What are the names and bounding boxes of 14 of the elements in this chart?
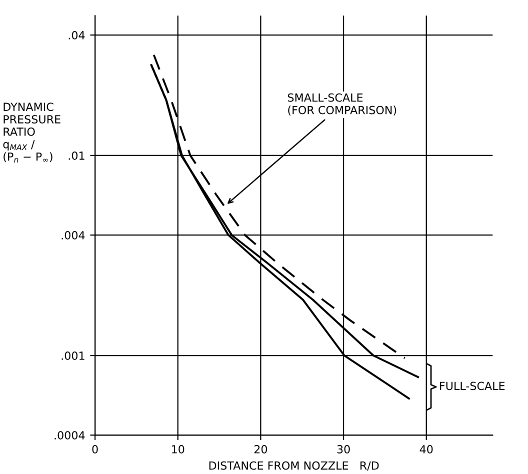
y-tick-label: .01: [68, 151, 84, 160]
x-tick-label: 20: [254, 445, 268, 454]
x-tick-label: 0: [92, 445, 98, 454]
x-tick-label: 10: [172, 445, 184, 454]
y-tick-label: .0004: [54, 431, 85, 440]
x-tick-label: 30: [337, 445, 350, 454]
x-axis-title: DISTANCE FROM NOZZLE R/D: [209, 461, 379, 471]
y-tick-label: .004: [62, 231, 85, 240]
x-tick-label: 40: [420, 445, 433, 454]
annotation: SMALL-SCALE (FOR COMPARISON): [288, 93, 396, 116]
annotation: FULL-SCALE: [440, 382, 505, 390]
y-tick-label: .001: [62, 352, 84, 360]
text: DYNAMIC PRESSURE RATIO q$_{MAX}$ / (P$_{n}$ − P$_{∞}$): [3, 102, 60, 162]
y-tick-label: .04: [68, 31, 85, 40]
